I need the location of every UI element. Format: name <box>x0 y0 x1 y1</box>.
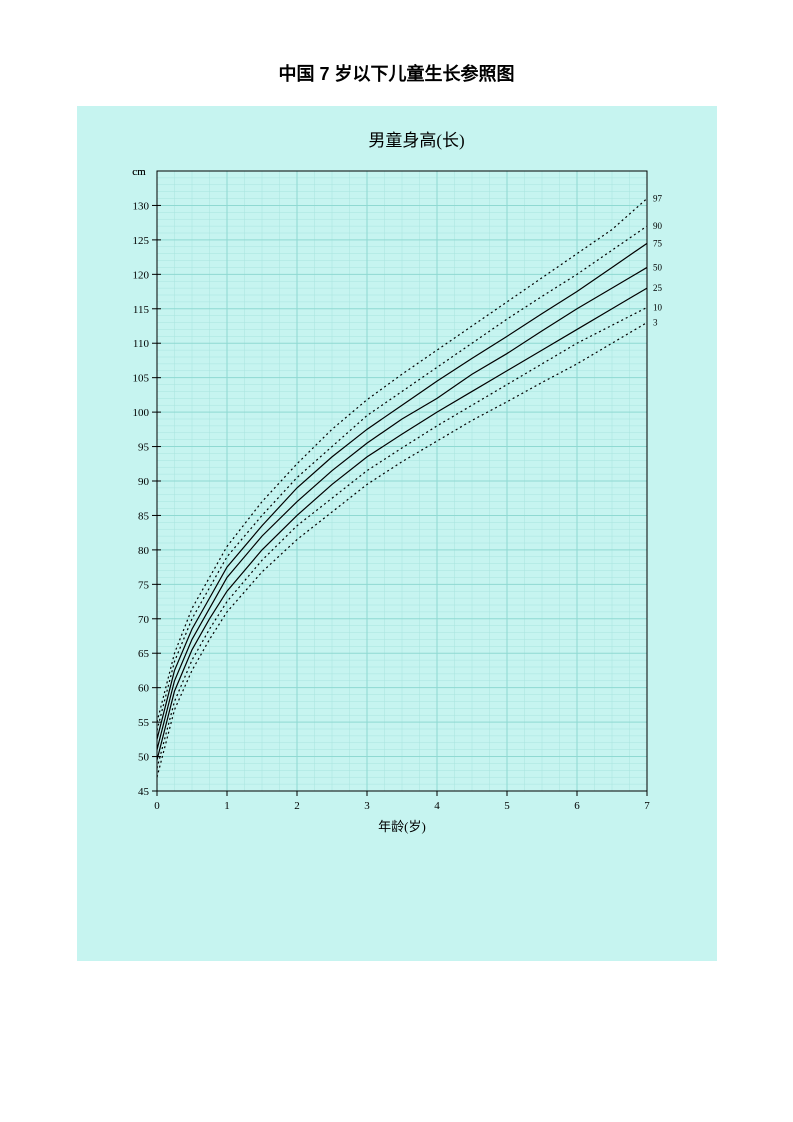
x-tick-label: 0 <box>154 800 160 812</box>
y-tick-label: 90 <box>138 476 150 488</box>
y-tick-label: 75 <box>138 579 150 591</box>
y-tick-label: 105 <box>132 373 149 385</box>
percentile-label: 50 <box>653 262 663 272</box>
y-tick-label: 100 <box>132 407 149 419</box>
chart-panel: 男童身高(长) 45505560657075808590951001051101… <box>77 106 717 961</box>
x-tick-label: 4 <box>434 800 440 812</box>
y-tick-label: 80 <box>138 545 150 557</box>
y-tick-label: 70 <box>138 614 150 626</box>
y-tick-label: 45 <box>138 786 150 798</box>
y-tick-label: 125 <box>132 235 149 247</box>
percentile-label: 75 <box>653 238 663 248</box>
percentile-label: 90 <box>653 221 663 231</box>
x-tick-label: 3 <box>364 800 370 812</box>
x-tick-label: 5 <box>504 800 510 812</box>
percentile-label: 10 <box>653 302 663 312</box>
page-title: 中国 7 岁以下儿童生长参照图 <box>0 0 793 106</box>
x-axis-title: 年龄(岁) <box>378 819 426 834</box>
y-tick-label: 115 <box>132 304 149 316</box>
y-tick-label: 85 <box>138 510 150 522</box>
chart-title: 男童身高(长) <box>87 126 707 161</box>
percentile-label: 3 <box>653 318 658 328</box>
x-tick-label: 2 <box>294 800 300 812</box>
y-tick-label: 95 <box>138 442 150 454</box>
y-tick-label: 60 <box>138 683 150 695</box>
x-tick-label: 6 <box>574 800 580 812</box>
y-tick-label: 110 <box>132 338 149 350</box>
y-tick-label: 130 <box>132 200 149 212</box>
y-unit-label: cm <box>132 166 146 178</box>
y-tick-label: 55 <box>138 717 150 729</box>
y-tick-label: 65 <box>138 648 150 660</box>
x-tick-label: 1 <box>224 800 230 812</box>
percentile-label: 25 <box>653 283 663 293</box>
growth-chart: 4550556065707580859095100105110115120125… <box>97 161 697 841</box>
x-tick-label: 7 <box>644 800 650 812</box>
percentile-label: 97 <box>653 194 663 204</box>
y-tick-label: 50 <box>138 752 150 764</box>
y-tick-label: 120 <box>132 269 149 281</box>
